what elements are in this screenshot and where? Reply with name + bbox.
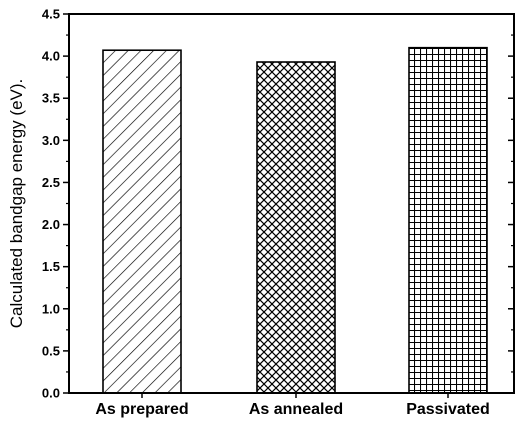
y-tick-label: 4.5 [42, 7, 60, 22]
y-tick-label: 1.5 [42, 259, 60, 274]
plot-area-frame [68, 13, 515, 394]
y-tick-label: 4.0 [42, 49, 60, 64]
bars-layer [102, 46, 488, 394]
x-category-label: Passivated [406, 401, 490, 418]
y-axis-title: Calculated bandgap energy (eV). [7, 79, 26, 329]
y-tick-label: 0.0 [42, 386, 60, 401]
y-ticks-layer: 0.0 0.5 1.0 1.5 2.0 2.5 3.0 3.5 4.0 4.5 [42, 7, 514, 401]
y-tick-label: 3.5 [42, 91, 60, 106]
bar-as-annealed [256, 61, 336, 394]
y-tick-label: 1.0 [42, 301, 60, 316]
y-tick-label: 0.5 [42, 343, 60, 358]
x-category-label: As prepared [95, 401, 188, 418]
y-tick-label: 2.5 [42, 175, 60, 190]
y-tick-label: 2.0 [42, 217, 60, 232]
x-category-label: As annealed [249, 401, 343, 418]
bar-as-prepared [102, 49, 182, 394]
y-tick-label: 3.0 [42, 133, 60, 148]
bar-passivated [408, 46, 488, 394]
x-category-layer: As prepared As annealed Passivated [95, 393, 490, 418]
